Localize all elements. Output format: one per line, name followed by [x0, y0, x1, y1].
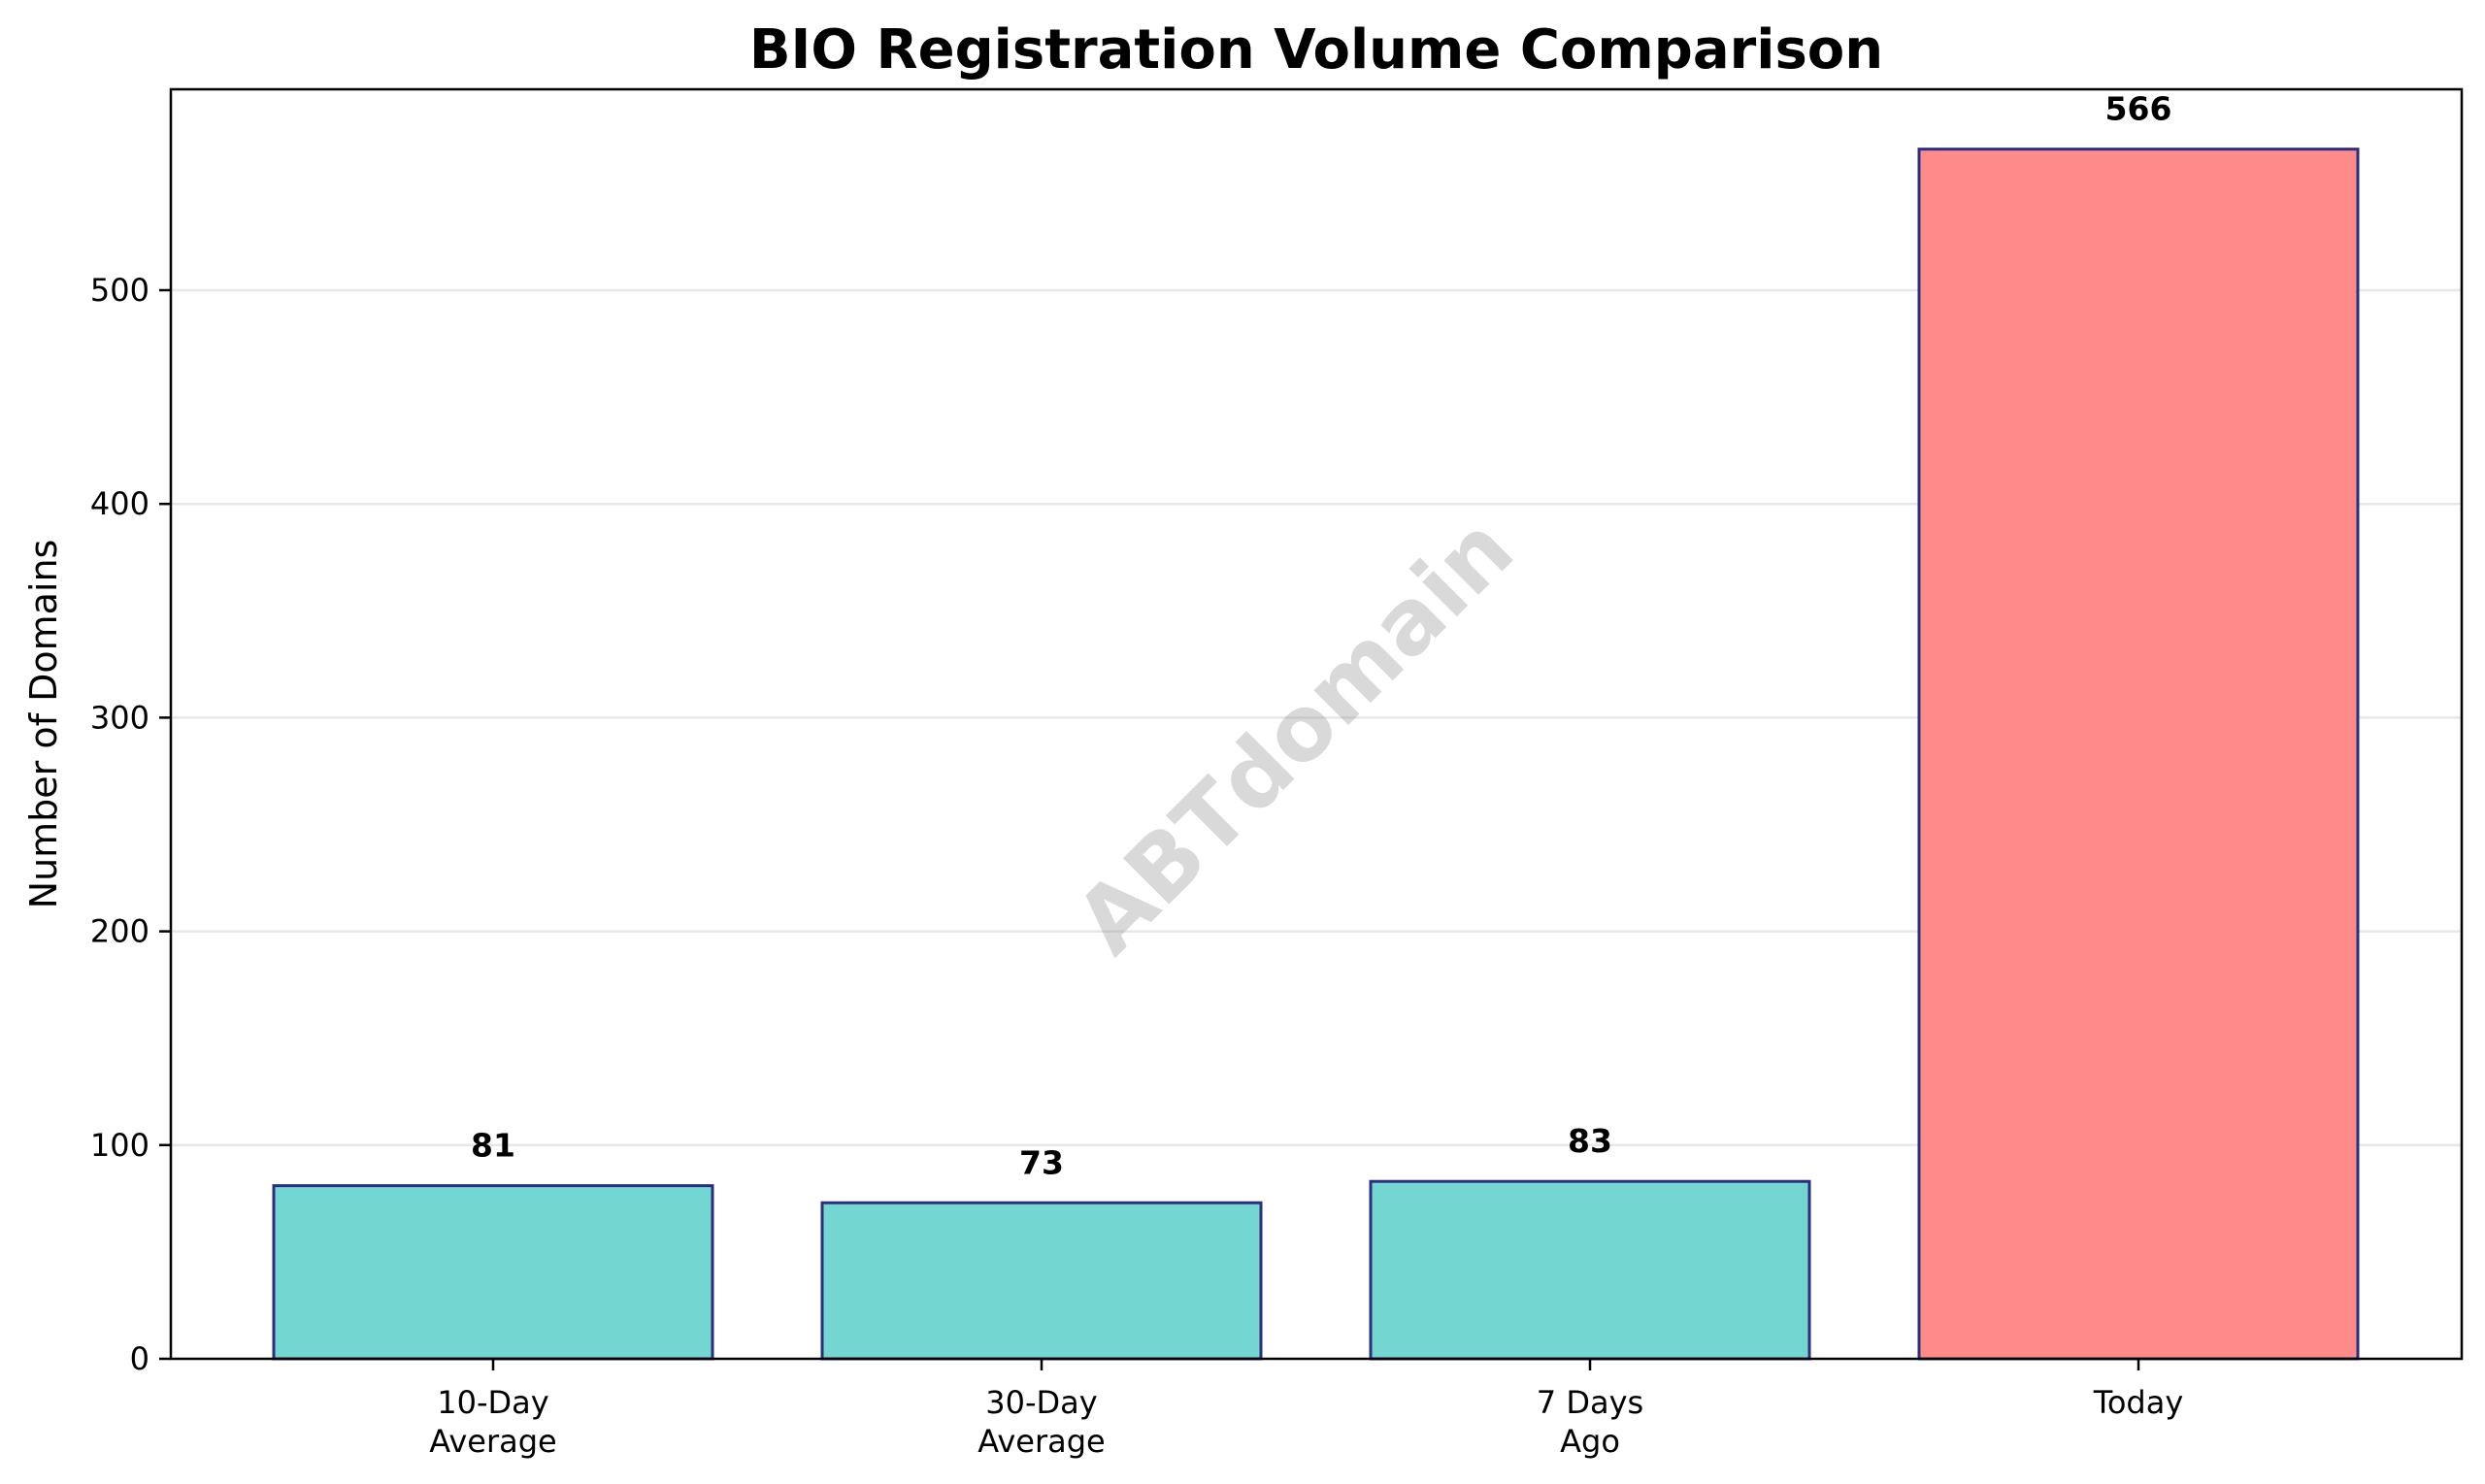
x-tick-label: 7 Days Ago: [1537, 1384, 1643, 1460]
chart-title: BIO Registration Volume Comparison: [749, 18, 1883, 82]
x-tick-label: 30-Day Average: [977, 1384, 1105, 1460]
value-label: 81: [471, 1127, 515, 1165]
bar-0: [272, 1184, 714, 1361]
x-tick-label: Today: [2093, 1384, 2184, 1421]
x-axis-ticks: 10-Day Average 30-Day Average 7 Days Ago Today: [429, 1359, 2183, 1460]
value-label: 83: [1568, 1122, 1612, 1160]
value-label: 73: [1019, 1143, 1064, 1181]
bar-3: [1917, 148, 2360, 1361]
y-axis-ticks: 0 100 200 300 400 500: [90, 272, 171, 1377]
y-tick-label: 300: [90, 699, 149, 736]
y-tick-label: 100: [90, 1127, 149, 1164]
y-tick-label: 0: [130, 1340, 149, 1377]
bar-1: [820, 1201, 1263, 1361]
value-label: 566: [2105, 90, 2172, 128]
y-tick-label: 500: [90, 272, 149, 309]
bar-2: [1369, 1179, 1811, 1361]
value-labels: 81 73 83 566: [471, 90, 2171, 1182]
y-tick-label: 200: [90, 913, 149, 950]
y-axis-label: Number of Domains: [22, 540, 65, 909]
plot-frame: [169, 87, 2464, 1361]
x-tick-label: 10-Day Average: [429, 1384, 556, 1460]
bars: [272, 148, 2360, 1361]
y-tick-label: 400: [90, 485, 149, 522]
